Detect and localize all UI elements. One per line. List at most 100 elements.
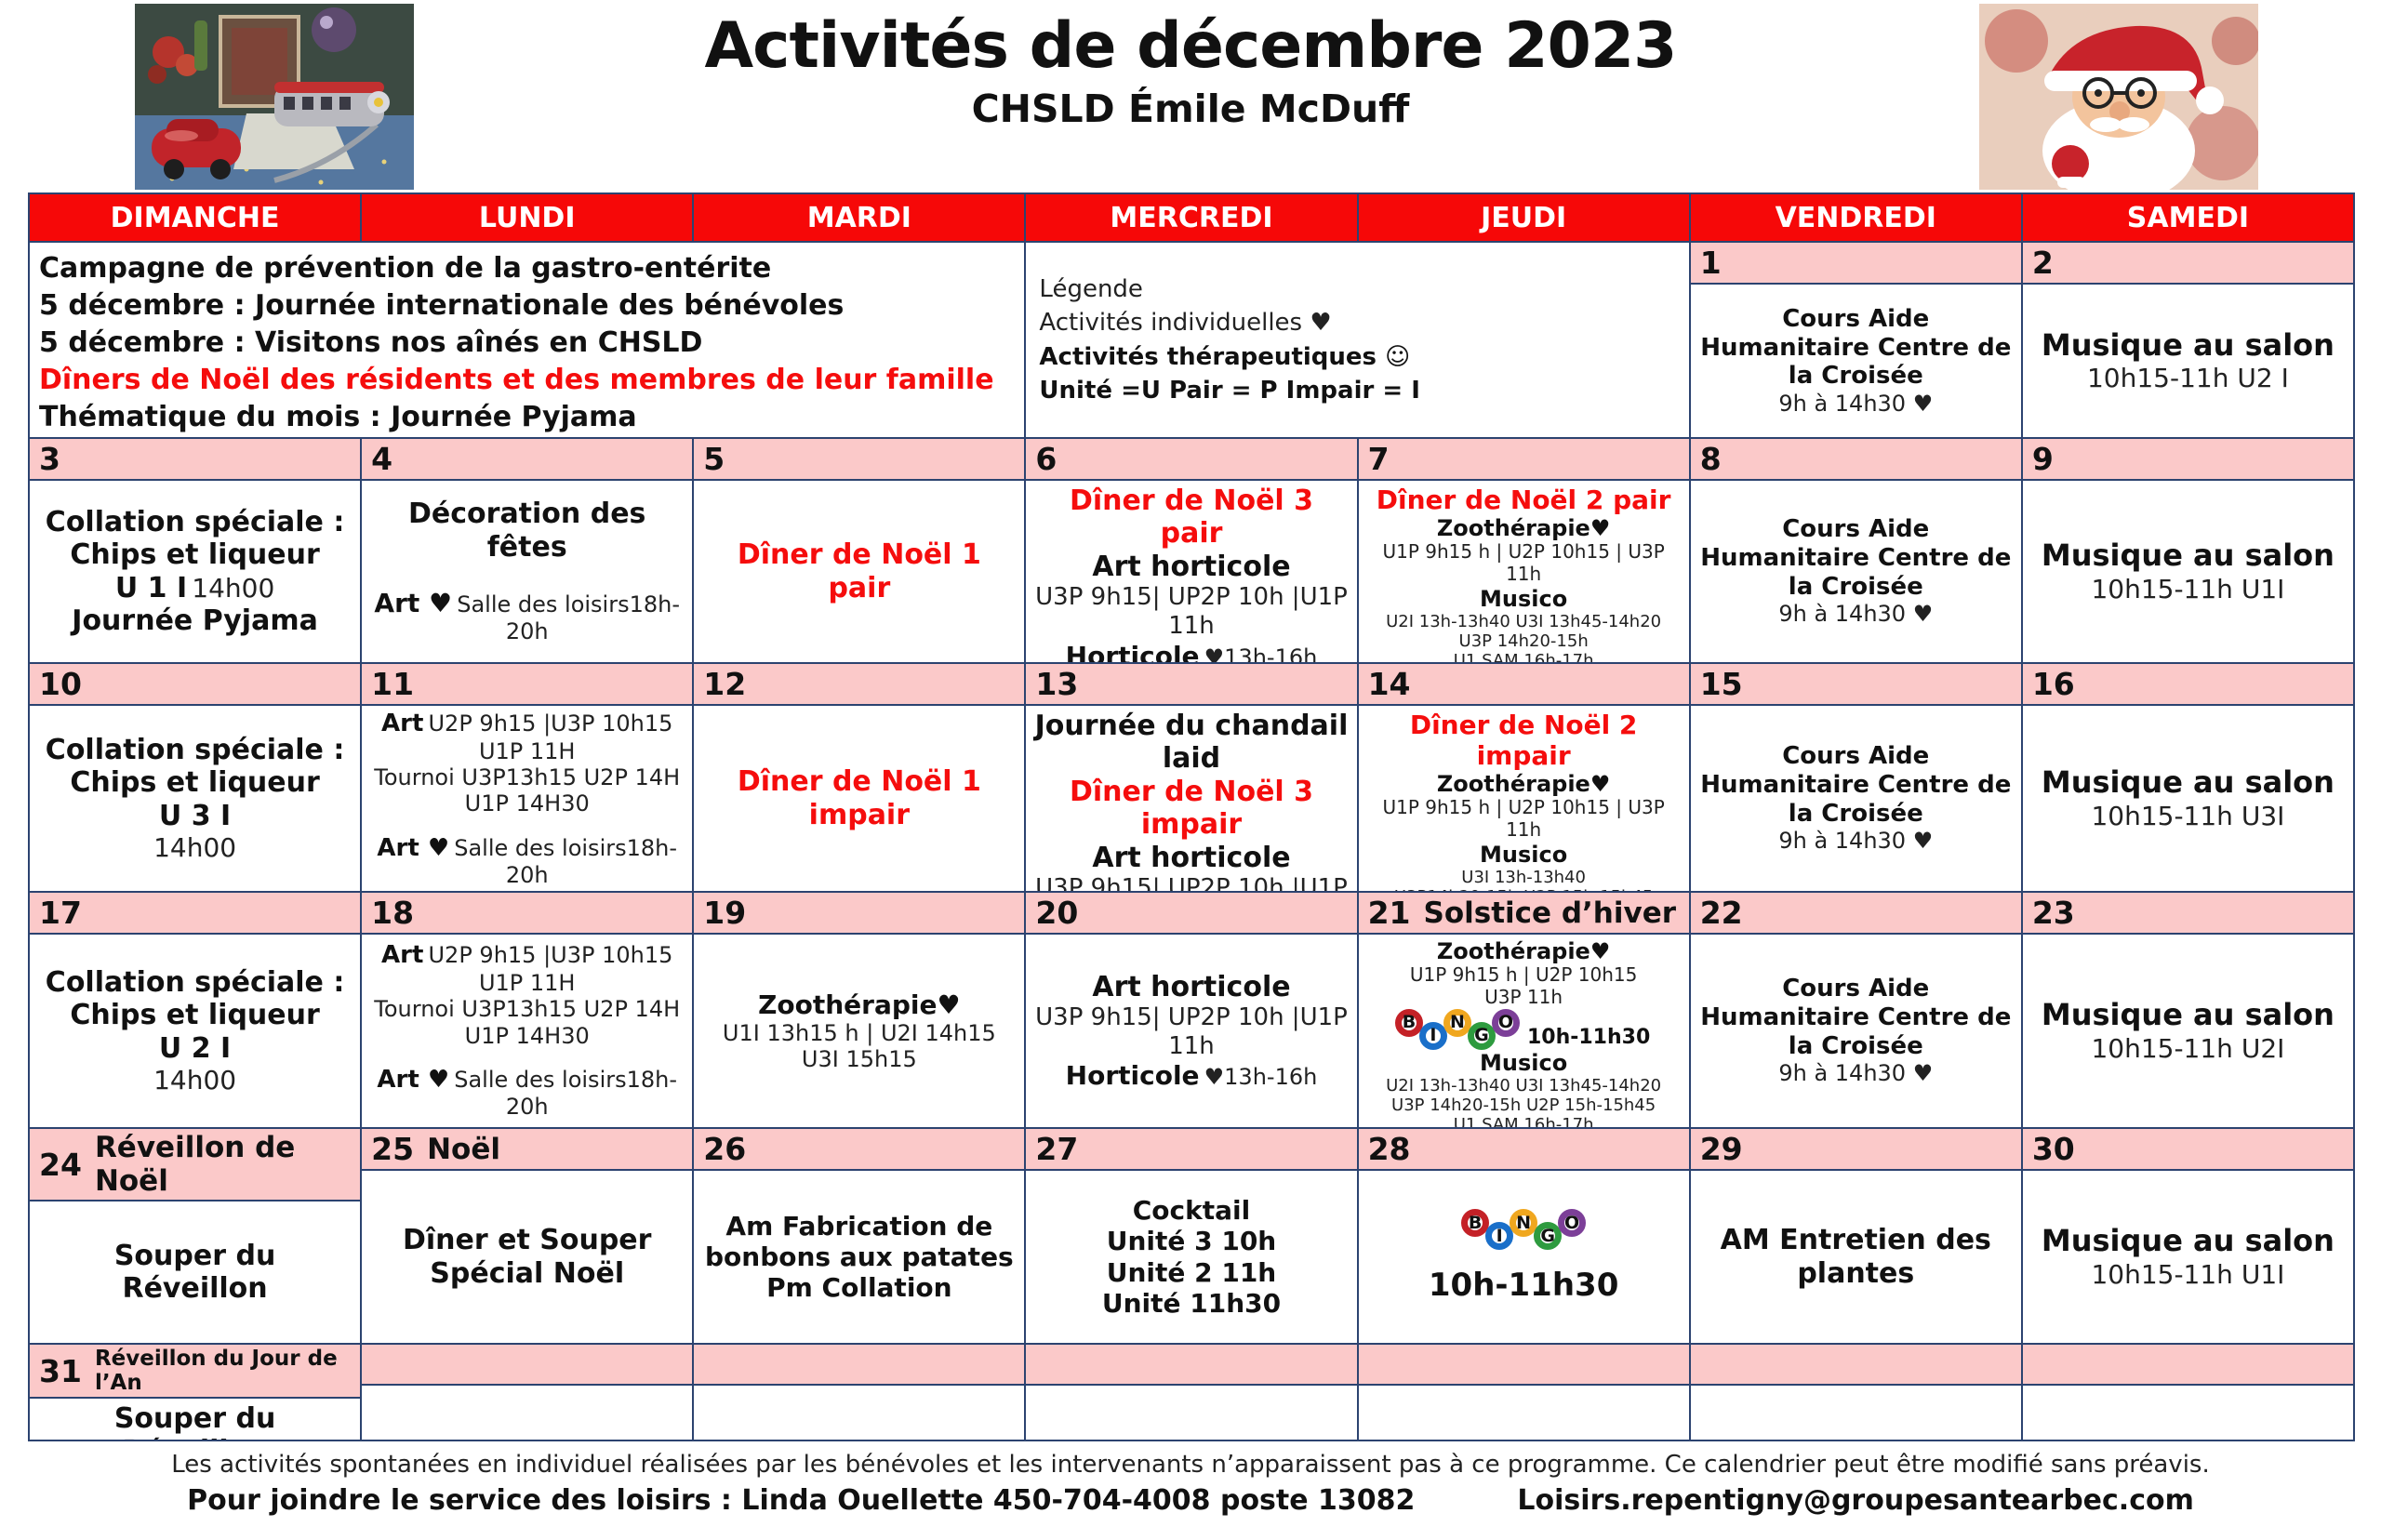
day-banner: 11 xyxy=(362,664,693,706)
activity-line: U3P 9h15| UP2P 10h |U1P 11h xyxy=(1035,873,1348,893)
day-number: 11 xyxy=(371,666,415,702)
activity-line: Cours Aide Humanitaire Centre de la Croi… xyxy=(1700,975,2012,1060)
day-number: 20 xyxy=(1035,895,1079,931)
activity-line: Collation spéciale : xyxy=(45,965,345,999)
day-banner: 26 xyxy=(694,1129,1025,1171)
day-cell-14: 14 Dîner de Noël 2 impair Zoothérapie♥ U… xyxy=(1358,664,1691,893)
activity-line: plantes xyxy=(1797,1256,1915,1290)
activity-line: Unité 11h30 xyxy=(1101,1287,1282,1319)
legend-title: Légende xyxy=(1039,274,1143,303)
activity-line: AM Entretien des xyxy=(1720,1224,1991,1257)
activity-line: 10h15-11h U1I xyxy=(2091,573,2285,604)
activity-line: U3P 9h15| UP2P 10h |U1P 11h xyxy=(1035,583,1348,640)
activity-line: Spécial Noël xyxy=(430,1256,625,1290)
bingo-ball-i-icon: I xyxy=(1485,1222,1514,1251)
day-cell-7: 7 Dîner de Noël 2 pair Zoothérapie♥ U1P … xyxy=(1358,439,1691,664)
activity-line: Musique au salon xyxy=(2041,326,2334,363)
christmas-train-photo xyxy=(135,4,414,190)
activity-line: Musique au salon xyxy=(2041,1223,2334,1259)
activity-line: Art ♥ Salle des loisirs18h-20h xyxy=(377,833,678,889)
bingo-ball-n-icon: N xyxy=(1443,1008,1471,1037)
day-number: 2 xyxy=(2031,245,2054,281)
activity-line: U1P 9h15 h | U2P 10h15 xyxy=(1409,963,1638,987)
bingo-ball-i-icon: I xyxy=(1418,1021,1447,1050)
bingo-ball-o-icon: O xyxy=(1491,1008,1520,1037)
day-cell-21: 21 Solstice d’hiver Zoothérapie♥ U1P 9h15… xyxy=(1358,893,1691,1129)
activity-line: U2I 13h-13h40 U3I 13h45-14h20 xyxy=(1386,611,1662,631)
day-number: 31 xyxy=(39,1352,82,1389)
activity-line: Zoothérapie♥ xyxy=(1436,771,1611,798)
activity-line: Zoothérapie♥ xyxy=(1436,938,1611,964)
footer-contact-phone: Pour joindre le service des loisirs : Li… xyxy=(187,1484,1416,1517)
empty-day-cell xyxy=(362,1345,695,1441)
day-cell-4: 4 Décoration des fêtes Art ♥ Salle des l… xyxy=(362,439,695,664)
day-banner: 3 xyxy=(30,439,361,481)
day-banner: 31 Réveillon du Jour de l’An xyxy=(30,1345,361,1399)
day-banner: 17 xyxy=(30,893,361,935)
day-banner: 24 Réveillon de Noël xyxy=(30,1129,361,1201)
activity-line-red: Dîner de Noël 1 impair xyxy=(737,765,981,831)
weekday-header-mercredi: MERCREDI xyxy=(1026,194,1359,243)
activity-line: U1P 9h15 h | U2P 10h15 | U3P 11h xyxy=(1382,540,1665,585)
day-cell-18: 18 Art U2P 9h15 |U3P 10h15 U1P 11H Tourn… xyxy=(362,893,695,1129)
day-number: 7 xyxy=(1367,441,1390,477)
activity-line: 10h15-11h U3I xyxy=(2091,800,2285,831)
footer-note: Les activités spontanées en individuel r… xyxy=(171,1451,2210,1479)
activity-line: Zoothérapie♥ xyxy=(758,989,961,1020)
day-number: 23 xyxy=(2031,895,2075,931)
activity-line: Art horticole xyxy=(1092,550,1291,583)
footer-contact-email: Loisirs.repentigny@groupesantearbec.com xyxy=(1517,1484,2194,1517)
announcement-line: Campagne de prévention de la gastro-enté… xyxy=(39,252,772,285)
day-number: 22 xyxy=(1699,895,1743,931)
activity-line: U 1 I 14h00 xyxy=(114,571,275,604)
day-banner: 10 xyxy=(30,664,361,706)
activity-line: U3P 14h20-15h xyxy=(1458,631,1589,652)
weekday-header-vendredi: VENDREDI xyxy=(1690,194,2023,243)
day-cell-12: 12 Dîner de Noël 1 impair xyxy=(694,664,1027,893)
activity-line: Cours Aide Humanitaire Centre de la Croi… xyxy=(1700,515,2012,601)
bingo-ball-n-icon: N xyxy=(1510,1209,1538,1238)
day-banner: 1 xyxy=(1690,243,2021,285)
activity-line: U 3 I xyxy=(158,799,232,832)
day-number: 14 xyxy=(1367,666,1411,702)
activity-line: Chips et liqueur xyxy=(70,999,320,1032)
calendar-grid: DIMANCHE LUNDI MARDI MERCREDI JEUDI VEND… xyxy=(28,192,2355,1441)
activity-line: Unité 3 10h xyxy=(1106,1226,1277,1257)
activity-line: Souper du Réveillon xyxy=(113,1402,276,1440)
legend-unit-codes: Unité =U Pair = P Impair = I xyxy=(1039,376,1420,405)
activity-line: 9h à 14h30 ♥ xyxy=(1778,390,1934,417)
activity-line: Horticole ♥13h-16h xyxy=(1065,640,1318,664)
day-cell-6: 6 Dîner de Noël 3 pair Art horticole U3P… xyxy=(1026,439,1359,664)
activity-line: 9h à 14h30 ♥ xyxy=(1778,1060,1934,1087)
day-number: 29 xyxy=(1699,1131,1743,1167)
day-cell-29: 29 AM Entretien des plantes xyxy=(1690,1129,2023,1345)
activity-line: Musico xyxy=(1480,1049,1568,1076)
day-banner: 14 xyxy=(1358,664,1689,706)
activity-line: Art ♥ Salle des loisirs18h-20h xyxy=(377,1065,678,1121)
day-cell-9: 9 Musique au salon 10h15-11h U1I xyxy=(2022,439,2355,664)
activity-line: U1P 9h15 h | U2P 10h15 | U3P 11h xyxy=(1382,796,1665,841)
day-banner: 12 xyxy=(694,664,1025,706)
day-number: 28 xyxy=(1367,1131,1411,1167)
empty-day-cell xyxy=(1026,1345,1359,1441)
page-subtitle: CHSLD Émile McDuff xyxy=(971,86,1410,131)
bingo-time: 10h-11h30 xyxy=(1526,1025,1651,1049)
weekday-header-lundi: LUNDI xyxy=(362,194,695,243)
day-banner: 4 xyxy=(362,439,693,481)
activity-line: bonbons aux patates xyxy=(704,1241,1014,1272)
activity-line: Chips et liqueur xyxy=(70,538,320,572)
weekday-header-samedi: SAMEDI xyxy=(2022,194,2355,243)
activity-line: Tournoi U3P13h15 U2P 14H U1P 14H30 xyxy=(374,996,681,1049)
day-banner: 21 Solstice d’hiver xyxy=(1358,893,1689,935)
activity-line-red: Dîner de Noël 1 pair xyxy=(737,538,981,604)
day-banner: 27 xyxy=(1026,1129,1357,1171)
activity-line: 10h15-11h U2I xyxy=(2091,1032,2285,1064)
empty-day-cell xyxy=(2022,1345,2355,1441)
activity-line: Chips et liqueur xyxy=(70,766,320,800)
activity-line: Zoothérapie♥ xyxy=(1436,515,1611,542)
activity-line-red: Dîner de Noël 3 impair xyxy=(1069,775,1314,842)
day-number: 13 xyxy=(1035,666,1079,702)
activity-line: 9h à 14h30 ♥ xyxy=(1778,601,1934,628)
page-title: Activités de décembre 2023 xyxy=(704,9,1678,83)
